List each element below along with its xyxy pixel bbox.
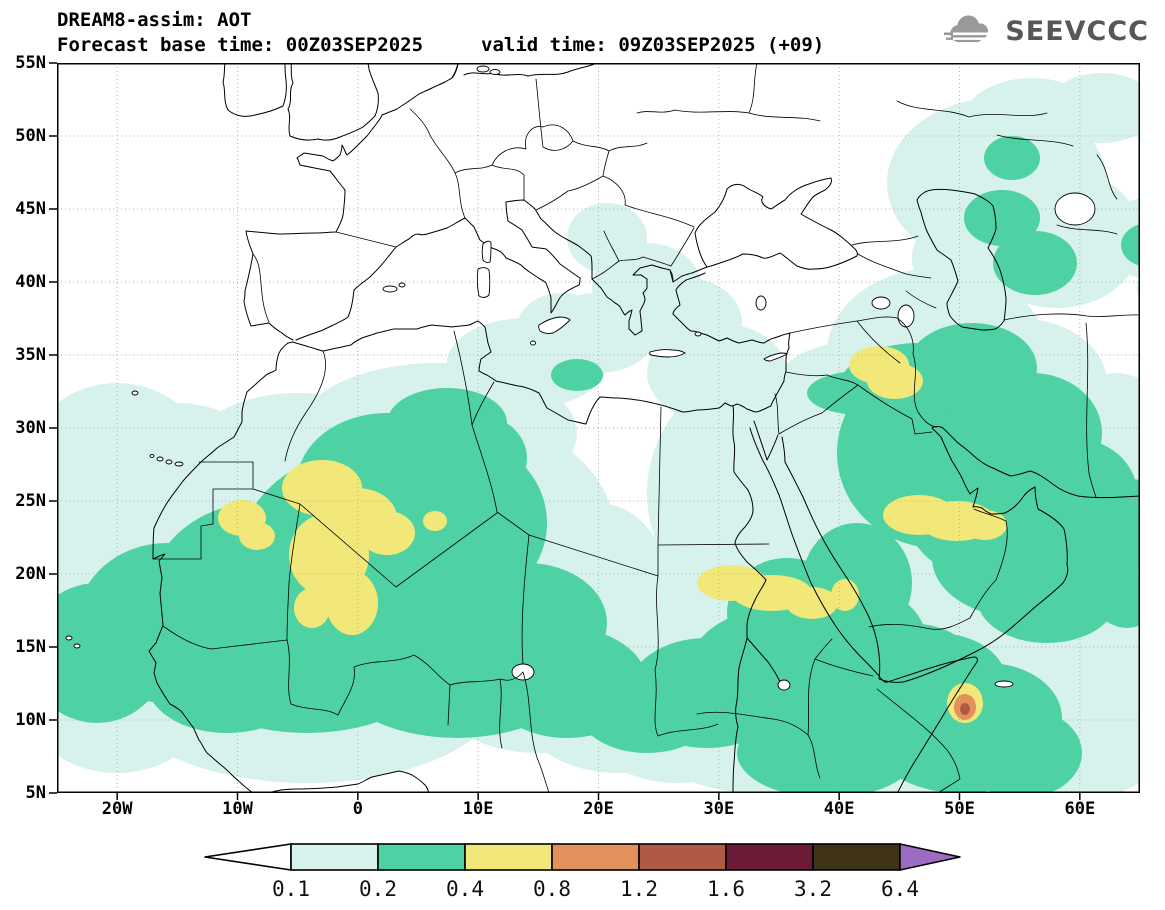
- caspian-sea-coast: [916, 188, 1007, 331]
- lat-label: 25N: [15, 491, 46, 511]
- crete: [649, 349, 686, 358]
- colorbar-arrow-low: [203, 843, 292, 871]
- page-title: DREAM8-assim: AOT: [57, 9, 252, 31]
- anatolia-levant-africa-coast: [287, 272, 791, 425]
- latitude-axis: 55N 50N 45N 40N 35N 30N 25N 20N 15N 10N 5N: [0, 53, 50, 803]
- valid-time-label: valid time: 09Z03SEP2025 (+09): [481, 34, 825, 56]
- contour-fill-04-08: [218, 346, 1007, 723]
- lon-label: 40E: [823, 799, 855, 819]
- lon-label: 20W: [101, 799, 133, 819]
- map-svg: [49, 62, 1140, 800]
- lat-label: 45N: [15, 199, 46, 219]
- iberia-france-atlantic-coast: [243, 63, 459, 341]
- ireland-coast: [222, 63, 287, 117]
- cloud-icon: [944, 15, 993, 43]
- lat-label: 55N: [15, 53, 46, 73]
- seevccc-logo: SEEVCCC: [944, 13, 1149, 49]
- socotra: [994, 680, 1014, 688]
- axis-ticks: [49, 62, 1081, 800]
- longitude-axis: 20W 10W 0 10E 20E 30E 40E 50E 60E: [57, 797, 1140, 823]
- lake-urmia: [897, 304, 915, 328]
- colorbar-label: 6.4: [881, 877, 919, 901]
- lat-label: 30N: [15, 418, 46, 438]
- colorbar-label: 0.1: [272, 877, 310, 901]
- arabia-gulf-iran-coast: [781, 426, 1140, 683]
- sardinia: [476, 267, 491, 298]
- colorbar-label: 0.8: [533, 877, 571, 901]
- lat-label: 40N: [15, 272, 46, 292]
- lon-label: 30E: [703, 799, 735, 819]
- aral-sea: [1054, 192, 1096, 226]
- base-time-label: Forecast base time: 00Z03SEP2025: [57, 34, 424, 56]
- graticule: [57, 63, 1140, 793]
- lon-label: 60E: [1064, 799, 1096, 819]
- colorbar-label: 0.4: [446, 877, 484, 901]
- colorbar-segment: [463, 843, 553, 871]
- map-frame: [57, 63, 1140, 793]
- colorbar-segment: [637, 843, 727, 871]
- cyprus: [763, 352, 788, 362]
- header: DREAM8-assim: AOT Forecast base time: 00…: [57, 8, 824, 58]
- lat-label: 5N: [25, 783, 46, 803]
- map-area: [49, 62, 1140, 800]
- logo-text: SEEVCCC: [1005, 15, 1149, 47]
- black-sea-coast: [694, 177, 858, 270]
- mallorca: [382, 285, 398, 293]
- lon-label: 0: [352, 799, 363, 819]
- mediterranean-coast: [295, 199, 708, 341]
- lat-label: 15N: [15, 637, 46, 657]
- colorbar-segment: [811, 843, 901, 871]
- contour-fill-12-16: [960, 703, 970, 715]
- lake-tuz: [755, 295, 767, 311]
- lon-label: 10W: [222, 799, 253, 819]
- colorbar-svg: 0.1 0.2 0.4 0.8 1.2 1.6 3.2 6.4: [203, 843, 961, 901]
- lake-tana: [777, 679, 791, 691]
- nile-river: [732, 405, 781, 793]
- west-africa-coast: [148, 342, 289, 793]
- baltic-coast: [463, 63, 598, 77]
- corsica: [481, 240, 492, 263]
- lon-label: 50E: [944, 799, 975, 819]
- sinai-coast: [753, 420, 779, 461]
- forecast-times: Forecast base time: 00Z03SEP2025 valid ti…: [57, 33, 824, 58]
- lat-label: 35N: [15, 345, 46, 365]
- colorbar-label: 0.2: [359, 877, 397, 901]
- lon-label: 10E: [462, 799, 494, 819]
- colorbar-segment: [724, 843, 814, 871]
- colorbar-segment: [376, 843, 466, 871]
- colorbar-arrow-high: [898, 843, 961, 871]
- colorbar-label: 1.2: [620, 877, 658, 901]
- colorbar-label: 3.2: [794, 877, 832, 901]
- gulf-of-guinea-coast: [268, 770, 430, 793]
- colorbar-segment: [550, 843, 640, 871]
- colorbar: 0.1 0.2 0.4 0.8 1.2 1.6 3.2 6.4: [203, 840, 963, 906]
- lat-label: 10N: [15, 710, 46, 730]
- lat-label: 20N: [15, 564, 46, 584]
- coastlines: [65, 63, 1140, 793]
- sicily: [538, 316, 571, 334]
- lat-label: 50N: [15, 126, 46, 146]
- lake-van: [871, 296, 891, 310]
- england-coast: [287, 63, 379, 141]
- lon-label: 20E: [583, 799, 614, 819]
- colorbar-label: 1.6: [707, 877, 745, 901]
- colorbar-segment: [289, 843, 379, 871]
- red-sea-africa-somalia-coast: [749, 427, 978, 793]
- country-borders: [153, 63, 1140, 793]
